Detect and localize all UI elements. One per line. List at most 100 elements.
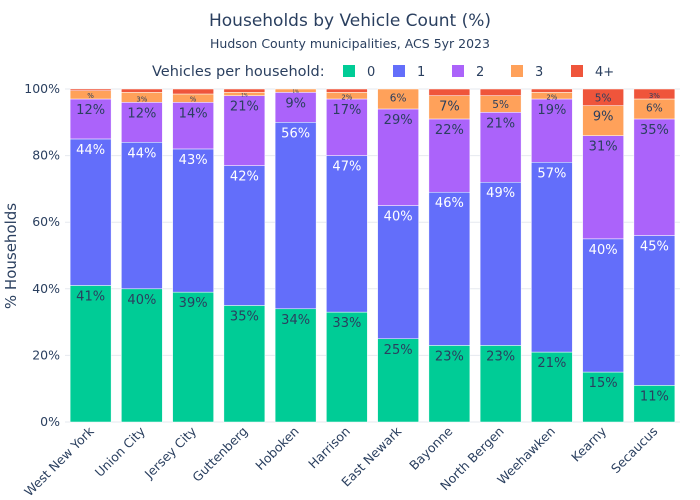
bar-label: 23%	[435, 349, 464, 364]
x-tick-label: Union City	[92, 423, 149, 480]
bar-segment	[121, 288, 163, 423]
bar-segment	[121, 102, 163, 143]
bar-segment	[223, 95, 266, 166]
bar-label: 35%	[640, 123, 669, 138]
bar-segment	[582, 135, 624, 240]
x-tick-label: Guttenberg	[189, 424, 250, 485]
bar-label: 42%	[230, 170, 259, 185]
bar-segment	[428, 118, 471, 193]
bar-segment	[69, 88, 112, 91]
legend-swatch	[452, 65, 464, 77]
bar-label: 29%	[384, 113, 413, 128]
bar-label: 12%	[127, 106, 156, 121]
bar-segment	[582, 371, 624, 423]
bar-label: 47%	[332, 160, 361, 175]
bar-label: 9%	[593, 110, 614, 125]
bar-label: 43%	[179, 153, 208, 168]
bar-segment	[69, 138, 112, 286]
bar-label: 12%	[76, 103, 105, 118]
legend-label: 0	[367, 65, 375, 80]
bar-label: 2%	[341, 93, 352, 101]
bar-segment	[69, 98, 112, 140]
bar-label: 1%	[241, 92, 248, 97]
y-axis-title: % Households	[2, 203, 20, 309]
bar-label: 6%	[390, 93, 407, 105]
bar-segment	[633, 235, 676, 386]
bar-segment	[69, 285, 112, 423]
legend-swatch	[571, 65, 583, 77]
bar-segment	[531, 162, 573, 353]
bar-segment	[582, 238, 624, 373]
bar-segment	[172, 291, 214, 423]
bar-segment	[223, 88, 266, 93]
bar-segment	[172, 148, 214, 293]
bar-label: 33%	[332, 316, 361, 331]
bar-segment	[326, 311, 368, 423]
bar-label: 11%	[640, 389, 669, 404]
bar-segment	[479, 112, 522, 183]
bar-label: 15%	[589, 376, 618, 391]
bar-label: 35%	[230, 309, 259, 324]
bar-label: 3%	[136, 95, 147, 103]
bar-label: %	[190, 95, 197, 103]
chart-subtitle: Hudson County municipalities, ACS 5yr 20…	[210, 36, 490, 51]
bar-segment	[377, 205, 419, 339]
bar-label: 7%	[439, 100, 460, 115]
bars: 41% 44% 12%% 40% 44% 12% 3% 39% 43% 14%% 35% 42% 21%…	[69, 88, 676, 423]
bar-label: %	[87, 92, 94, 100]
bar-segment	[326, 88, 368, 93]
bar-label: 44%	[127, 146, 156, 161]
bar-label: 44%	[76, 143, 105, 158]
grid	[65, 88, 680, 423]
bar-segment	[582, 105, 624, 136]
bar-label: 23%	[486, 349, 515, 364]
x-tick-label: Bayonne	[406, 423, 456, 473]
chart-title: Households by Vehicle Count (%)	[209, 11, 491, 31]
bar-segment	[428, 88, 471, 96]
bar-segment	[428, 345, 471, 423]
bar-segment	[531, 88, 573, 93]
bar-segment	[633, 118, 676, 236]
x-tick-label: Kearny	[568, 423, 610, 465]
bar-label: 5%	[595, 93, 612, 105]
bar-segment	[377, 108, 419, 206]
bar-label: 9%	[285, 96, 306, 111]
bar-label: 40%	[127, 293, 156, 308]
bar-label: 40%	[589, 243, 618, 258]
legend-label: 1	[417, 65, 425, 80]
legend: Vehicles per household: 0 1 2 3 4+	[152, 64, 614, 80]
bar-label: 14%	[179, 106, 208, 121]
bar-label: 17%	[332, 103, 361, 118]
bar-label: 31%	[589, 140, 618, 155]
y-axis: 0% 20% 40% 60% 80% 100%	[24, 81, 60, 429]
x-tick-label: Hoboken	[252, 424, 302, 474]
bar-segment	[274, 308, 317, 423]
bar-segment	[274, 92, 317, 123]
bar-label: 46%	[435, 196, 464, 211]
bar-segment	[377, 88, 419, 110]
bar-segment	[479, 345, 522, 423]
bar-label: 39%	[179, 296, 208, 311]
bar-segment	[633, 88, 676, 100]
bar-segment	[223, 305, 266, 423]
bar-segment	[274, 88, 317, 93]
bar-label: 34%	[281, 313, 310, 328]
bar-segment	[582, 88, 624, 106]
legend-swatch	[511, 65, 523, 77]
legend-title: Vehicles per household:	[152, 64, 325, 80]
bar-segment	[479, 88, 522, 96]
legend-swatch	[393, 65, 405, 77]
bar-label: 21%	[537, 356, 566, 371]
bar-segment	[121, 142, 163, 290]
legend-label: 2	[476, 65, 484, 80]
legend-swatch	[343, 65, 355, 77]
bar-segment	[633, 385, 676, 423]
bar-label: 56%	[281, 126, 310, 141]
y-tick-label: 100%	[24, 81, 60, 96]
bar-label: 40%	[384, 210, 413, 225]
bar-segment	[377, 338, 419, 423]
bar-label: 45%	[640, 240, 669, 255]
